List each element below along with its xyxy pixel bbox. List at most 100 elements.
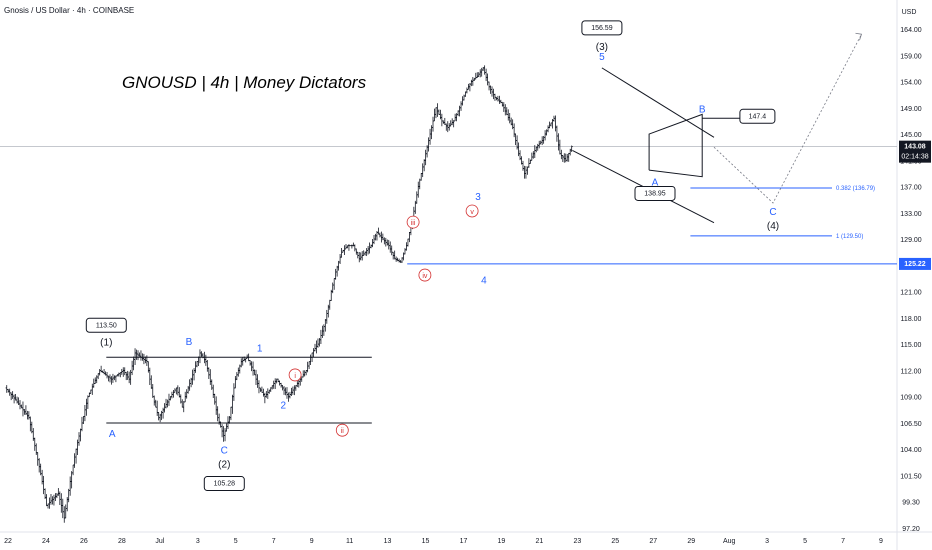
x-tick-label: 26 <box>80 538 88 545</box>
candle <box>244 357 247 363</box>
candle <box>209 369 212 385</box>
candle <box>462 94 466 101</box>
candle <box>524 166 528 179</box>
x-tick-label: 7 <box>272 538 276 545</box>
price-callout-box <box>85 317 127 333</box>
candle <box>394 256 398 262</box>
candle <box>9 392 13 401</box>
candle <box>471 77 475 86</box>
candle <box>374 233 377 241</box>
candle <box>415 191 418 204</box>
price-callout-box <box>581 20 623 36</box>
candle <box>223 428 227 442</box>
candle <box>440 113 444 127</box>
candle <box>492 88 495 100</box>
candle <box>51 496 54 505</box>
candle <box>474 72 477 80</box>
x-tick-label: 13 <box>384 538 392 545</box>
y-tick-label: 129.00 <box>900 237 922 244</box>
wave-label: (1) <box>100 337 112 348</box>
candle <box>543 130 547 141</box>
candle <box>91 383 94 395</box>
candle <box>406 238 410 247</box>
candle <box>420 173 423 181</box>
candle <box>213 393 216 405</box>
candle <box>393 250 396 260</box>
candle <box>68 476 72 496</box>
candle <box>40 469 44 485</box>
candle <box>79 428 82 442</box>
candle <box>312 348 315 358</box>
candle <box>130 360 134 376</box>
x-tick-label: Jul <box>155 538 164 545</box>
candle <box>123 367 126 376</box>
price-callout-box <box>203 476 245 492</box>
candle <box>278 380 281 386</box>
candle <box>232 383 236 401</box>
wave-label: 1 <box>257 343 263 354</box>
wave-label: 156.59 <box>591 25 613 32</box>
candle <box>554 115 557 132</box>
x-tick-label: 25 <box>611 538 619 545</box>
y-tick-label: 164.00 <box>900 27 922 34</box>
candle <box>80 416 84 432</box>
wave-label: 3 <box>475 192 481 203</box>
candle <box>498 95 501 104</box>
candle <box>14 394 17 401</box>
candle <box>546 125 550 133</box>
candle <box>250 361 253 372</box>
x-tick-label: 22 <box>4 538 12 545</box>
candle <box>21 401 25 417</box>
candle <box>77 432 81 446</box>
current-price-badge-text: 02:14:38 <box>901 154 928 161</box>
time-axis[interactable]: 22 24 26 28 Jul 3 5 7 9 11 13 15 17 19 21 23 25 27 29 Aug 3 5… <box>4 538 883 545</box>
x-tick-label: 5 <box>803 538 807 545</box>
candle <box>204 354 208 366</box>
candle <box>85 398 88 416</box>
wave-label: 2 <box>281 401 287 412</box>
candle <box>303 370 306 377</box>
y-tick-label: 154.00 <box>900 80 922 87</box>
candle <box>170 391 174 399</box>
candle <box>253 369 256 376</box>
candle <box>386 239 389 246</box>
candle <box>172 389 175 398</box>
candle <box>105 371 109 379</box>
price-axis[interactable]: USD164.00159.00154.00149.00145.00141.001… <box>899 9 931 533</box>
y-tick-label: 145.00 <box>900 132 922 139</box>
candle <box>151 384 154 398</box>
candle <box>536 143 539 151</box>
candle <box>212 384 215 398</box>
candle <box>405 242 408 251</box>
candle <box>198 349 202 364</box>
wave-label: A <box>652 177 659 188</box>
candle <box>216 406 219 422</box>
candle <box>33 437 36 451</box>
candle <box>167 393 171 406</box>
candle <box>229 406 233 421</box>
candle <box>57 488 60 496</box>
candle <box>8 388 11 396</box>
x-tick-label: 9 <box>879 538 883 545</box>
candle <box>532 151 535 159</box>
candle <box>436 103 439 117</box>
fib-level-label: 0.382 (136.79) <box>836 186 875 192</box>
candle <box>290 387 293 396</box>
candle <box>154 399 157 408</box>
candle <box>567 152 570 162</box>
candle <box>176 385 180 396</box>
candle <box>470 79 473 87</box>
candle <box>458 105 461 117</box>
candle <box>206 360 209 372</box>
candle <box>325 309 329 324</box>
candle <box>555 125 559 142</box>
candle <box>527 158 531 168</box>
candle <box>241 357 244 366</box>
candle <box>366 246 370 255</box>
candle <box>408 232 411 243</box>
candle <box>473 77 476 81</box>
candle <box>372 235 376 245</box>
candle <box>197 356 200 366</box>
candle <box>319 329 323 344</box>
